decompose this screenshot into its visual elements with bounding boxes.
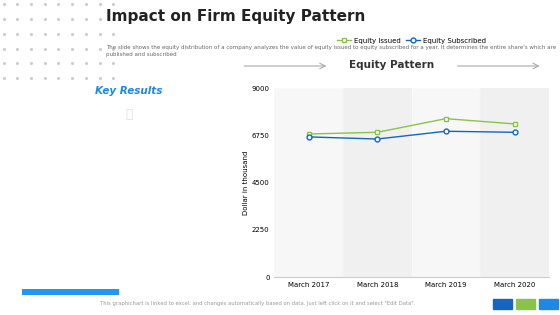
Bar (274, 88, 343, 277)
Bar (22, 289, 118, 295)
Text: Key Results: Key Results (95, 86, 162, 96)
Text: Impact on Firm Equity Pattern: Impact on Firm Equity Pattern (106, 9, 366, 25)
Y-axis label: Dollar in thousand: Dollar in thousand (243, 151, 249, 215)
Bar (516, 299, 535, 309)
Bar (412, 88, 480, 277)
Bar (539, 299, 558, 309)
Bar (480, 88, 549, 277)
Text: 📋: 📋 (125, 108, 133, 121)
Text: External financing includes preferred
share, equity and convertible security: External financing includes preferred sh… (60, 199, 198, 214)
Text: The slide shows the equity distribution of a company analyzes the value of equit: The slide shows the equity distribution … (106, 45, 557, 57)
Text: Company is preferring its retained
earnings to finance its operations: Company is preferring its retained earni… (67, 149, 190, 163)
Legend: Equity Issued, Equity Subscribed: Equity Issued, Equity Subscribed (334, 35, 489, 47)
Text: Equity Pattern: Equity Pattern (349, 60, 435, 70)
Bar (493, 299, 512, 309)
Text: It is preferring equity over debt: It is preferring equity over debt (72, 257, 185, 263)
Bar (343, 88, 412, 277)
Text: This graphichart is linked to excel, and changes automatically based on data. Ju: This graphichart is linked to excel, and… (100, 301, 415, 306)
